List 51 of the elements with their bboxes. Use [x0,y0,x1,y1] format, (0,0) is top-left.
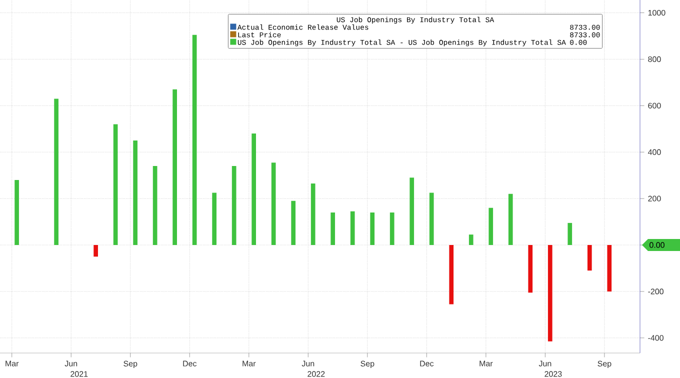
x-tick-label: Sep [360,360,374,368]
bar [508,194,513,246]
bar [390,212,394,246]
text: 2023 [544,371,562,377]
y-tick-label: 600 [648,102,661,108]
x-tick-label: Mar [6,360,19,366]
bar [232,166,236,246]
text: 2021 [70,371,88,377]
bar [587,245,592,271]
bar [607,245,612,292]
bar [291,200,296,246]
bar [350,211,355,246]
bar [410,178,414,246]
bar [449,245,454,304]
bar [488,208,494,246]
bar [310,183,316,246]
bar [370,212,375,246]
x-tick-label: Dec [420,360,434,366]
x-tick-label: Dec [183,360,197,366]
bar [192,34,197,246]
y-tick-label: 1000 [648,10,666,16]
bar [271,162,276,246]
x-tick-label: Jun [538,360,552,366]
bar [54,98,58,246]
x-tick-label: Mar [242,360,256,366]
y-tick-label: 400 [648,149,661,155]
bar [14,180,19,246]
y-tick-label: 800 [648,56,661,62]
text: 2022 [308,371,325,377]
bar [252,134,256,246]
text: 0.00 [650,242,664,248]
bar [172,89,177,246]
y-tick-label: -200 [648,288,664,294]
bar [152,166,158,246]
bar [468,234,474,246]
x-tick-label: Sep [598,360,612,368]
x-tick-label: Jun [302,360,314,366]
bar [429,192,434,246]
x-tick-label: Sep [124,360,138,368]
bar [94,245,98,257]
bar [330,212,336,246]
bar [133,140,138,246]
bar [113,124,118,246]
y-tick-label: -400 [648,335,664,341]
bar [568,222,572,246]
bar [548,245,552,342]
y-tick-label: 200 [648,196,661,202]
bar [212,192,216,246]
bar [528,245,533,293]
x-tick-label: Jun [64,360,78,366]
x-tick-label: Mar [480,360,493,366]
